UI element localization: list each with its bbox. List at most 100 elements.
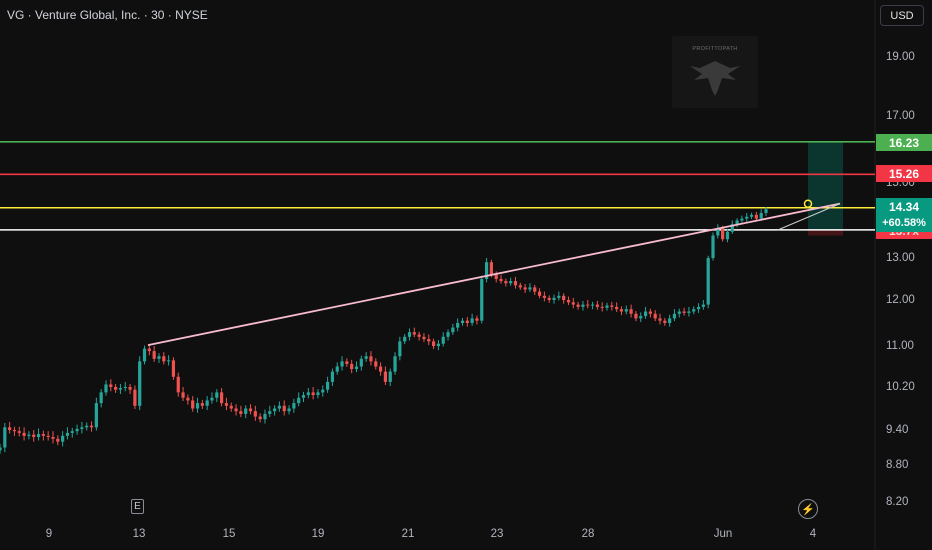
candle-body: [451, 327, 455, 333]
candle-body: [663, 320, 667, 323]
candle-body: [316, 392, 320, 396]
candle-body: [456, 323, 460, 328]
candle-body: [518, 285, 522, 288]
x-tick-label: 9: [45, 528, 53, 540]
candle-body: [533, 287, 537, 292]
candle-body: [354, 366, 359, 370]
candle-body: [470, 318, 474, 323]
candle-body: [171, 360, 176, 377]
candle-body: [3, 427, 7, 448]
candle-body: [725, 231, 730, 240]
candle-body: [152, 351, 156, 359]
candle-body: [99, 392, 103, 404]
candle-body: [590, 304, 595, 306]
candle-body: [65, 432, 70, 436]
candle-body: [465, 320, 469, 323]
candle-body: [581, 304, 585, 307]
x-tick-label: Jun: [713, 528, 733, 540]
candle-body: [297, 397, 301, 404]
candle-body: [504, 281, 508, 284]
candle-body: [195, 403, 200, 409]
candle-body: [205, 400, 209, 406]
candle-body: [335, 366, 339, 372]
candle-body: [629, 309, 633, 314]
candle-body: [27, 434, 31, 436]
candle-body: [489, 262, 493, 275]
earnings-marker[interactable]: E: [131, 499, 144, 514]
candle-body: [764, 209, 768, 213]
candle-body: [571, 302, 575, 305]
candle-body: [239, 411, 243, 414]
candle-body: [253, 411, 257, 417]
candle-body: [258, 416, 262, 420]
candle-body: [94, 403, 98, 428]
candle-body: [393, 356, 397, 372]
candle-body: [61, 435, 65, 442]
stop-zone: [808, 229, 843, 236]
candle-body: [648, 311, 652, 314]
y-tick-label: 12.00: [886, 294, 915, 306]
candle-body: [32, 434, 36, 437]
candle-body: [191, 400, 195, 409]
candle-body: [167, 360, 171, 362]
candle-body: [595, 304, 599, 307]
candle-body: [277, 405, 282, 409]
candle-body: [41, 434, 45, 436]
percent-change: +60.58%: [882, 217, 926, 229]
watermark-logo: PROFITTOPATH: [672, 36, 758, 108]
candle-body: [142, 348, 147, 362]
candle-body: [325, 381, 330, 390]
candle-body: [229, 405, 233, 409]
trend-line: [147, 202, 841, 346]
candle-body: [600, 306, 604, 308]
candle-body: [292, 403, 296, 409]
candle-body: [499, 279, 503, 282]
candle-body: [359, 358, 363, 367]
candle-body: [282, 405, 286, 412]
candle-body: [701, 304, 705, 307]
candle-body: [735, 220, 739, 225]
candle-body: [383, 371, 388, 382]
candle-body: [576, 304, 580, 307]
candle-body: [287, 408, 291, 412]
candle-body: [70, 431, 74, 433]
candle-body: [220, 392, 224, 404]
candle-body: [460, 320, 465, 323]
x-tick-label: 28: [581, 528, 595, 540]
x-tick-label: 23: [490, 528, 504, 540]
candle-body: [123, 387, 127, 389]
y-tick-label: 10.20: [886, 381, 915, 393]
x-tick-label: 21: [401, 528, 415, 540]
candle-body: [244, 408, 248, 414]
symbol-title[interactable]: VG · Venture Global, Inc. · 30 · NYSE: [7, 8, 208, 22]
candle-body: [745, 216, 749, 219]
candle-body: [330, 371, 335, 382]
flash-icon[interactable]: ⚡: [798, 499, 818, 519]
x-tick-label: 13: [132, 528, 146, 540]
candle-body: [484, 262, 489, 279]
currency-button[interactable]: USD: [880, 5, 924, 26]
candle-body: [605, 305, 609, 308]
candle-body: [682, 311, 686, 313]
candle-body: [80, 427, 84, 429]
candle-body: [364, 356, 368, 359]
candle-body: [749, 214, 754, 217]
candle-body: [200, 403, 204, 406]
y-tick-label: 19.00: [886, 51, 915, 63]
candle-body: [562, 295, 566, 300]
candle-body: [46, 435, 50, 437]
candle-body: [268, 411, 272, 414]
x-tick-label: 19: [311, 528, 325, 540]
candle-body: [557, 295, 561, 298]
candle-body: [552, 297, 556, 300]
candle-body: [542, 295, 546, 298]
candle-body: [480, 279, 484, 321]
y-tick-label: 8.20: [886, 496, 909, 508]
candle-body: [711, 235, 715, 258]
y-tick-label: 13.00: [886, 252, 915, 264]
candle-body: [422, 336, 426, 340]
candle-body: [301, 395, 306, 398]
triangle-lower-line: [777, 203, 841, 231]
candle-body: [311, 392, 315, 396]
